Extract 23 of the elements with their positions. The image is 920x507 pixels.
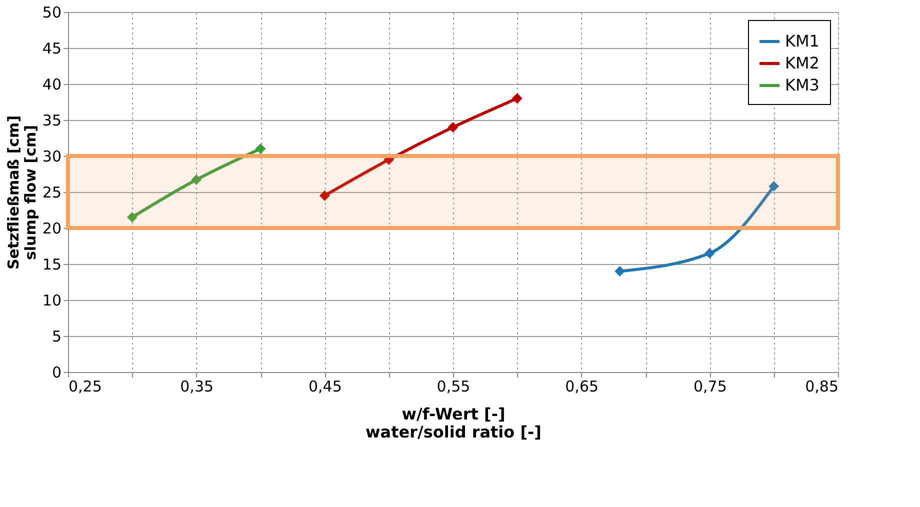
y-tick-label: 45 [42, 40, 62, 58]
y-tick-label: 30 [42, 148, 62, 166]
legend-label: KM1 [785, 32, 820, 50]
y-tick-label: 35 [42, 112, 62, 130]
y-tick-label: 0 [52, 364, 62, 382]
x-tick-label: 0,25 [68, 378, 102, 396]
x-tick-label: 0,65 [565, 378, 599, 396]
x-tick-label: 0,55 [436, 378, 470, 396]
y-tick-label: 5 [52, 328, 62, 346]
y-axis-title: Setzfließmaß [cm] slump flow [cm] [4, 115, 40, 270]
y-tick-label: 40 [42, 76, 62, 94]
x-tick-label: 0,75 [693, 378, 727, 396]
y-tick-label: 50 [42, 4, 62, 22]
legend-label: KM3 [785, 76, 820, 94]
x-tick-label: 0,85 [805, 378, 838, 396]
y-tick-label: 20 [42, 220, 62, 238]
x-tick-label: 0,45 [308, 378, 342, 396]
x-tick-label: 0,35 [180, 378, 214, 396]
x-axis-title: w/f-Wert [-] water/solid ratio [-] [366, 404, 542, 442]
legend-label: KM2 [785, 54, 820, 72]
y-tick-label: 25 [42, 184, 62, 202]
y-tick-label: 15 [42, 256, 62, 274]
y-tick-label: 10 [42, 292, 62, 310]
